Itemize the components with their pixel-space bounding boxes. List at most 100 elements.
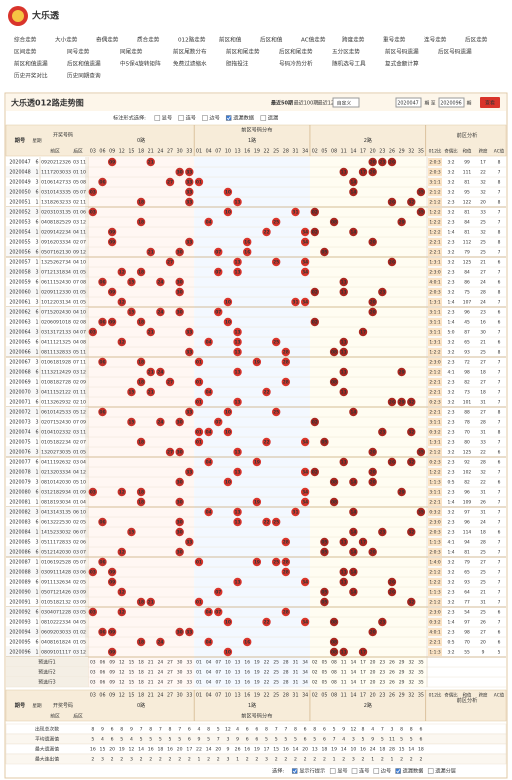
checkbox-label[interactable]: 遗漏数据 xyxy=(403,767,424,775)
preselect-number[interactable]: 19 xyxy=(254,680,260,686)
preselect-number[interactable]: 10 xyxy=(225,660,231,666)
checkbox-label[interactable]: 边号 xyxy=(381,767,391,775)
preselect-number[interactable]: 05 xyxy=(322,660,328,666)
nav-link[interactable]: 后区和值 xyxy=(260,36,283,44)
from-input[interactable] xyxy=(395,97,422,108)
preselect-number[interactable]: 18 xyxy=(138,660,144,666)
preselect-number[interactable]: 29 xyxy=(399,680,405,686)
preselect-number[interactable]: 03 xyxy=(90,670,96,676)
preselect-number[interactable]: 27 xyxy=(167,660,173,666)
preselect-number[interactable]: 07 xyxy=(215,660,221,666)
nav-link[interactable]: 五分区走势 xyxy=(332,48,360,56)
preselect-number[interactable]: 03 xyxy=(90,660,96,666)
preselect-number[interactable]: 17 xyxy=(360,660,366,666)
preselect-number[interactable]: 34 xyxy=(302,670,308,676)
preselect-number[interactable]: 06 xyxy=(100,680,106,686)
nav-link[interactable]: 区间走势 xyxy=(14,48,37,56)
checkbox[interactable] xyxy=(395,768,401,774)
preselect-number[interactable]: 27 xyxy=(167,670,173,676)
nav-link[interactable]: 综合走势 xyxy=(14,36,37,44)
preselect-number[interactable]: 14 xyxy=(351,680,357,686)
view-button-text[interactable]: 查看 xyxy=(485,100,495,107)
nav-link[interactable]: 前区和值遗漏 xyxy=(14,60,48,68)
preselect-number[interactable]: 29 xyxy=(399,660,405,666)
nav-link[interactable]: 胆拖投注 xyxy=(226,60,249,68)
preselect-number[interactable]: 20 xyxy=(370,680,376,686)
preselect-number[interactable]: 34 xyxy=(302,680,308,686)
preselect-number[interactable]: 06 xyxy=(100,670,106,676)
preselect-number[interactable]: 21 xyxy=(148,680,154,686)
preselect-number[interactable]: 32 xyxy=(408,670,414,676)
preselect-number[interactable]: 17 xyxy=(360,670,366,676)
preselect-number[interactable]: 16 xyxy=(244,670,250,676)
preselect-number[interactable]: 25 xyxy=(273,670,279,676)
preselect-number[interactable]: 08 xyxy=(331,680,337,686)
checkbox[interactable] xyxy=(351,768,358,774)
preselect-number[interactable]: 19 xyxy=(254,660,260,666)
preselect-number[interactable]: 30 xyxy=(177,680,183,686)
checkbox[interactable] xyxy=(373,768,380,774)
preselect-number[interactable]: 04 xyxy=(206,680,212,686)
checkbox[interactable] xyxy=(225,115,232,121)
preselect-number[interactable]: 23 xyxy=(380,680,386,686)
to-input[interactable] xyxy=(438,97,465,108)
preselect-number[interactable]: 18 xyxy=(138,680,144,686)
preselect-number[interactable]: 24 xyxy=(158,680,164,686)
nav-link[interactable]: 跨度走势 xyxy=(342,36,365,44)
preselect-number[interactable]: 33 xyxy=(187,670,193,676)
preselect-number[interactable]: 22 xyxy=(264,670,270,676)
preselect-number[interactable]: 21 xyxy=(148,660,154,666)
preselect-number[interactable]: 13 xyxy=(235,670,241,676)
preselect-number[interactable]: 05 xyxy=(322,680,328,686)
preselect-number[interactable]: 04 xyxy=(206,670,212,676)
preselect-number[interactable]: 23 xyxy=(380,670,386,676)
nav-link[interactable]: 后区和值遗漏 xyxy=(67,60,101,68)
preselect-number[interactable]: 09 xyxy=(109,660,115,666)
preselect-number[interactable]: 04 xyxy=(206,660,212,666)
preselect-number[interactable]: 28 xyxy=(283,660,289,666)
preselect-number[interactable]: 27 xyxy=(167,680,173,686)
nav-link[interactable]: 复式金额计算 xyxy=(385,60,419,68)
nav-link[interactable]: 后区走势 xyxy=(465,36,488,44)
checkbox[interactable] xyxy=(178,115,184,121)
preselect-number[interactable]: 26 xyxy=(389,680,395,686)
preselect-number[interactable]: 10 xyxy=(225,680,231,686)
preselect-number[interactable]: 14 xyxy=(351,670,357,676)
preselect-number[interactable]: 25 xyxy=(273,660,279,666)
preselect-number[interactable]: 22 xyxy=(264,660,270,666)
preselect-number[interactable]: 30 xyxy=(177,670,183,676)
preselect-number[interactable]: 34 xyxy=(302,660,308,666)
checkbox-label[interactable]: 显号 xyxy=(162,115,172,122)
preselect-number[interactable]: 32 xyxy=(408,660,414,666)
preselect-number[interactable]: 17 xyxy=(360,680,366,686)
preselect-number[interactable]: 18 xyxy=(138,670,144,676)
checkbox-label[interactable]: 连号 xyxy=(186,114,196,122)
preselect-number[interactable]: 35 xyxy=(418,670,424,676)
preselect-number[interactable]: 07 xyxy=(215,680,221,686)
preselect-number[interactable]: 28 xyxy=(283,670,289,676)
preselect-number[interactable]: 07 xyxy=(215,670,221,676)
preselect-number[interactable]: 13 xyxy=(235,680,241,686)
preselect-number[interactable]: 35 xyxy=(418,680,424,686)
preselect-number[interactable]: 12 xyxy=(119,660,125,666)
preselect-number[interactable]: 24 xyxy=(158,660,164,666)
preselect-number[interactable]: 30 xyxy=(177,660,183,666)
nav-link[interactable]: 质合走势 xyxy=(137,36,160,44)
checkbox[interactable] xyxy=(154,115,161,121)
preselect-number[interactable]: 02 xyxy=(312,660,318,666)
range-link[interactable]: 最近100期 xyxy=(294,100,319,107)
nav-link[interactable]: 后区和尾走势 xyxy=(279,48,313,56)
preselect-number[interactable]: 09 xyxy=(109,680,115,686)
preselect-number[interactable]: 12 xyxy=(119,680,125,686)
preselect-number[interactable]: 15 xyxy=(129,680,135,686)
checkbox[interactable] xyxy=(329,768,336,774)
nav-link[interactable]: 前区号码遗漏 xyxy=(385,48,419,56)
preselect-number[interactable]: 16 xyxy=(244,680,250,686)
preselect-number[interactable]: 33 xyxy=(187,660,193,666)
preselect-number[interactable]: 26 xyxy=(389,670,395,676)
checkbox[interactable] xyxy=(427,768,434,774)
preselect-number[interactable]: 14 xyxy=(351,660,357,666)
nav-link[interactable]: 前区尾数分布 xyxy=(173,48,207,56)
preselect-number[interactable]: 32 xyxy=(408,680,414,686)
preselect-number[interactable]: 08 xyxy=(331,670,337,676)
